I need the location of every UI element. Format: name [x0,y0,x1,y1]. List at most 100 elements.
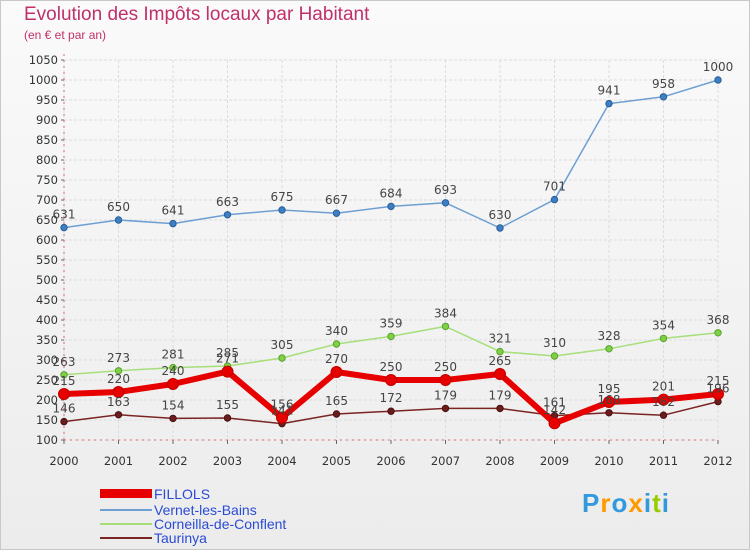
data-point-fillols [167,378,179,390]
y-tick-label: 250 [36,373,58,387]
data-point-vernet-les-bains [114,216,123,224]
data-point-vernet-les-bains [169,219,177,228]
data-label-fillols: 215 [53,374,76,388]
data-label-fillols: 250 [434,360,457,374]
data-point-taurinya [169,414,177,423]
data-point-corneilla-de-conflent [387,332,395,341]
data-label-fillols: 220 [107,372,130,386]
data-label-vernet-les-bains: 684 [380,186,403,200]
data-label-vernet-les-bains: 958 [652,77,675,91]
legend-swatch-taurinya [100,537,152,539]
data-label-corneilla-de-conflent: 285 [216,346,239,360]
data-point-corneilla-de-conflent [441,322,450,331]
data-label-taurinya: 162 [652,395,675,409]
brand-letter: i [643,488,653,518]
data-label-corneilla-de-conflent: 310 [543,336,566,350]
series-lines [58,76,724,430]
data-label-corneilla-de-conflent: 368 [707,313,730,327]
data-point-corneilla-de-conflent [550,352,559,360]
data-point-vernet-les-bains [223,211,232,219]
series-taurinya [60,397,722,428]
y-tick-label: 700 [36,193,58,207]
data-point-fillols [603,396,615,408]
data-point-taurinya [332,410,341,418]
y-tick-label: 950 [36,93,58,107]
data-point-fillols [548,417,561,430]
axes: 100 150 200 250 300 350 400 450 500 550 600 650 700 7… [29,53,733,468]
data-point-corneilla-de-conflent [278,354,286,362]
y-tick-label: 550 [36,253,58,267]
data-point-vernet-les-bains [278,206,286,214]
data-point-corneilla-de-conflent [332,340,341,348]
data-label-taurinya: 179 [434,388,457,402]
data-label-corneilla-de-conflent: 321 [489,332,512,346]
brand-letter: o [611,488,629,518]
brand-letter: i [661,488,670,518]
data-label-fillols: 215 [707,374,730,388]
series-fillols [58,365,724,430]
data-point-corneilla-de-conflent [114,367,123,375]
brand-letter: x [628,488,644,518]
y-tick-label: 900 [36,113,58,127]
y-tick-label: 800 [36,153,58,167]
data-label-fillols: 271 [216,352,239,366]
data-point-taurinya [114,411,123,419]
data-point-fillols [112,386,125,398]
data-label-fillols: 250 [380,360,403,374]
data-label-vernet-les-bains: 693 [434,183,457,197]
data-point-corneilla-de-conflent [169,363,177,372]
data-label-vernet-les-bains: 630 [489,208,512,222]
data-label-vernet-les-bains: 701 [543,180,566,194]
legend-label-taurinya: Taurinya [154,530,207,546]
legend-label-vernet: Vernet-les-Bains [154,502,257,518]
x-tick-label: 2009 [540,454,569,468]
y-tick-label: 350 [36,333,58,347]
data-point-fillols [385,374,397,386]
x-tick-label: 2012 [703,454,732,468]
y-tick-label: 1000 [29,73,58,87]
data-label-corneilla-de-conflent: 328 [598,329,621,343]
data-point-corneilla-de-conflent [496,347,504,356]
data-label-taurinya: 161 [543,396,566,410]
x-tick-label: 2005 [322,454,351,468]
x-tick-label: 2003 [213,454,242,468]
data-label-taurinya: 168 [598,393,621,407]
data-label-taurinya: 146 [53,402,76,416]
brand-letter: P [582,488,601,518]
data-label-vernet-les-bains: 667 [325,193,348,207]
data-point-corneilla-de-conflent [605,345,613,353]
data-point-taurinya [387,407,395,415]
data-point-taurinya [60,417,68,426]
data-point-vernet-les-bains [605,99,613,108]
y-tick-label: 400 [36,313,58,327]
data-label-taurinya: 163 [107,395,130,409]
proxiti-logo: Proxiti [582,488,670,519]
data-label-fillols: 142 [543,403,566,417]
x-tick-label: 2000 [49,454,78,468]
data-point-corneilla-de-conflent [714,329,722,337]
data-label-fillols: 201 [652,380,675,394]
data-label-taurinya: 196 [707,382,730,396]
y-tick-label: 600 [36,233,58,247]
data-label-corneilla-de-conflent: 354 [652,318,675,332]
data-point-taurinya [496,404,504,413]
data-label-taurinya: 155 [216,398,239,412]
data-label-fillols: 240 [162,364,185,378]
series-vernet-les-bains [60,76,722,232]
data-label-corneilla-de-conflent: 263 [53,355,76,369]
brand-letter: t [652,488,662,518]
data-label-vernet-les-bains: 631 [53,208,76,222]
data-point-vernet-les-bains [496,224,504,232]
data-point-vernet-les-bains [387,202,395,211]
data-label-fillols: 265 [489,354,512,368]
legend-swatch-corneilla [100,523,152,525]
y-tick-label: 500 [36,273,58,287]
y-tick-label: 150 [36,413,58,427]
brand-letter: r [600,488,612,518]
data-label-taurinya: 172 [380,391,403,405]
data-point-fillols [58,388,70,400]
data-label-corneilla-de-conflent: 273 [107,351,130,365]
data-label-vernet-les-bains: 641 [162,204,185,218]
data-point-fillols [494,368,506,380]
